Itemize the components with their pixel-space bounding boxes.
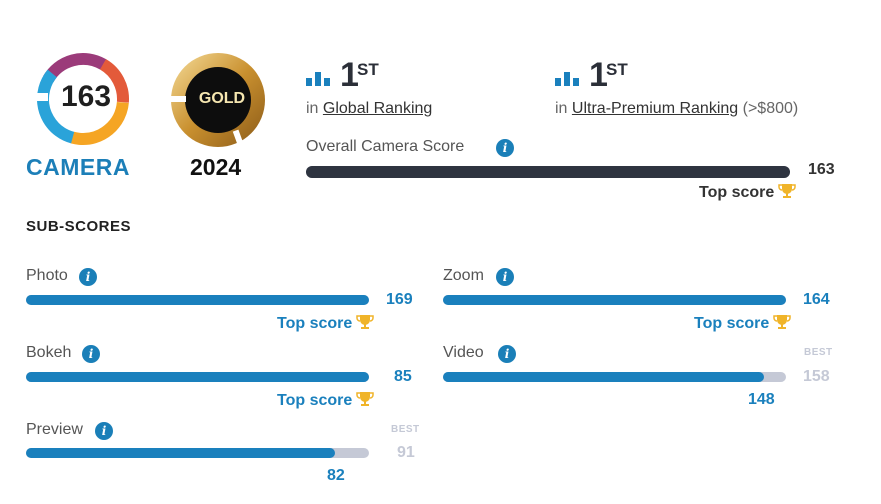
- global-rank-suffix: ST: [357, 60, 379, 79]
- ultra-premium-rank-prefix: in: [555, 100, 568, 117]
- info-icon[interactable]: i: [82, 345, 100, 363]
- video-best-value: 158: [803, 368, 830, 385]
- video-score-value: 148: [748, 391, 775, 408]
- preview-best-value: 91: [397, 444, 415, 461]
- global-ranking-link[interactable]: Global Ranking: [322, 100, 433, 117]
- trophy-icon: [356, 392, 375, 406]
- trophy-icon: [773, 315, 792, 329]
- video-best-label: BEST: [804, 347, 833, 358]
- bar-chart-icon: [555, 72, 579, 86]
- top-score-label: Top score: [694, 315, 770, 332]
- zoom-label: Zoom: [443, 267, 484, 284]
- preview-best-label: BEST: [391, 424, 420, 435]
- top-score-label: Top score: [699, 184, 775, 201]
- bokeh-label: Bokeh: [26, 344, 72, 361]
- photo-top-score: Top score: [277, 314, 375, 333]
- info-icon[interactable]: i: [496, 139, 514, 157]
- bokeh-bar-fill: [26, 372, 369, 382]
- preview-bar-fill: [26, 448, 336, 458]
- camera-score-value: 163: [60, 80, 112, 113]
- top-score-label: Top score: [277, 315, 353, 332]
- bar-chart-icon: [306, 72, 330, 86]
- bokeh-score-value: 85: [394, 368, 412, 385]
- award-label: GOLD: [198, 90, 246, 107]
- ultra-premium-rank-line: in Ultra-Premium Ranking (>$800): [555, 100, 798, 118]
- preview-label: Preview: [26, 421, 83, 438]
- global-rank-position: 1: [340, 56, 359, 94]
- overall-camera-score-label: Overall Camera Score: [306, 138, 465, 155]
- info-icon[interactable]: i: [498, 345, 516, 363]
- ultra-premium-price-range: (>$800): [742, 100, 799, 117]
- global-rank-prefix: in: [306, 100, 319, 117]
- global-rank-line: in Global Ranking: [306, 100, 432, 118]
- overall-top-score: Top score: [699, 183, 797, 202]
- info-icon[interactable]: i: [496, 268, 514, 286]
- overall-score-bar-fill: [306, 166, 790, 178]
- camera-score-label: CAMERA: [26, 154, 130, 180]
- info-icon[interactable]: i: [95, 422, 113, 440]
- photo-score-value: 169: [386, 291, 413, 308]
- top-score-label: Top score: [277, 392, 353, 409]
- zoom-score-value: 164: [803, 291, 830, 308]
- zoom-bar-fill: [443, 295, 786, 305]
- bokeh-top-score: Top score: [277, 391, 375, 410]
- sub-scores-title: SUB-SCORES: [26, 218, 132, 235]
- ultra-premium-rank-position: 1: [589, 56, 608, 94]
- zoom-top-score: Top score: [694, 314, 792, 333]
- overall-score-value: 163: [808, 161, 835, 178]
- photo-label: Photo: [26, 267, 68, 284]
- video-label: Video: [443, 344, 484, 361]
- award-year: 2024: [190, 154, 242, 180]
- trophy-icon: [778, 184, 797, 198]
- photo-bar-fill: [26, 295, 369, 305]
- preview-score-value: 82: [327, 467, 345, 484]
- camera-score-badge-ring: [30, 53, 129, 145]
- gold-award-badge: [166, 53, 265, 150]
- video-bar-fill: [443, 372, 765, 382]
- info-icon[interactable]: i: [79, 268, 97, 286]
- ultra-premium-rank-suffix: ST: [606, 60, 628, 79]
- trophy-icon: [356, 315, 375, 329]
- ultra-premium-ranking-link[interactable]: Ultra-Premium Ranking: [571, 100, 739, 117]
